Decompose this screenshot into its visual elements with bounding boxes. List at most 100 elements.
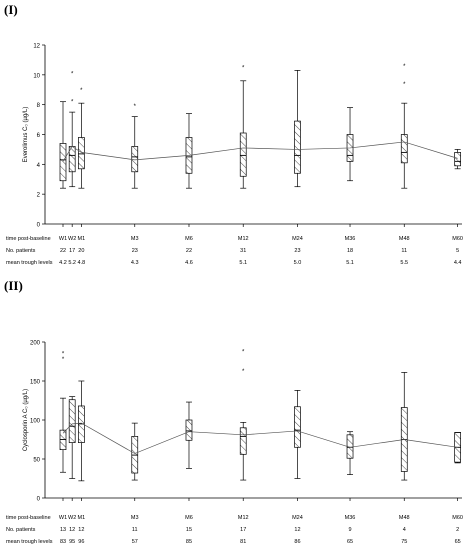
table-cell: 31 [240,248,246,254]
y-tick-label: 150 [30,380,41,386]
table-cell: 83 [60,539,66,545]
box-M12: ** [239,349,247,481]
table-cell: 17 [240,527,246,533]
table-cell: 12 [78,527,84,533]
table-row-label: No. patients [6,527,36,533]
y-tick-label: 12 [33,44,40,50]
table-cell: 65 [347,539,353,545]
table-cell: 22 [60,248,66,254]
y-tick-label: 0 [37,497,41,503]
x-tick-label: W1 [59,515,67,521]
x-tick-label: M1 [78,236,86,242]
box-W1 [59,101,67,189]
x-tick-label: M36 [345,515,356,521]
x-tick-label: M1 [78,515,86,521]
x-tick-label: M6 [185,236,193,242]
table-cell: 85 [186,539,192,545]
time-label: time post-baseline [6,515,51,521]
outlier-point: * [71,100,74,106]
table-cell: 5.2 [68,260,76,266]
box-M3 [131,422,139,481]
box-M24 [294,390,301,479]
y-tick-label: 8 [37,103,41,109]
x-tick-label: M60 [452,236,463,242]
y-tick-label: 6 [37,133,41,139]
x-tick-label: M48 [399,236,410,242]
table-cell: 4.6 [185,260,193,266]
table-cell: 23 [294,248,300,254]
table-cell: 9 [348,527,351,533]
table-cell: 4.3 [131,260,139,266]
x-tick-label: W2 [68,515,76,521]
box-iqr [185,419,193,441]
y-tick-label: 10 [33,73,40,79]
box-W1: ** [59,352,67,473]
x-tick-label: M48 [399,515,410,521]
box-iqr [294,406,301,448]
box-M60 [454,149,462,170]
outlier-point: * [62,352,65,358]
table-cell: 4.2 [59,260,67,266]
table-cell: 5.0 [294,260,302,266]
table-cell: 22 [186,248,192,254]
table-cell: 23 [132,248,138,254]
box-W2 [68,396,76,479]
y-tick-label: 50 [33,458,40,464]
table-cell: 17 [69,248,75,254]
box-M36 [346,431,354,475]
table-cell: 81 [240,539,246,545]
table-cell: 5 [456,248,459,254]
box-M3: * [131,104,139,189]
box-M48 [400,372,408,481]
box-iqr [78,137,85,170]
x-tick-label: M24 [292,236,303,242]
table-cell: 5.5 [400,260,408,266]
table-cell: 12 [294,527,300,533]
outlier-point: * [403,82,406,88]
table-row-label: mean trough levels [6,539,53,545]
box-M1 [78,380,85,482]
box-M6 [185,113,193,189]
box-iqr [454,152,462,167]
x-tick-label: W2 [68,236,76,242]
table-cell: 2 [456,527,459,533]
panel-label-ii: (II) [4,278,23,293]
table-cell: 96 [78,539,84,545]
panel-label-i: (I) [4,2,18,17]
box-iqr [131,146,139,173]
y-axis-label: Cyclosporin A C₀ (µg/L) [23,389,29,451]
table-cell: 57 [132,539,138,545]
outlier-point: * [134,104,137,110]
y-axis-label: Everolimus C₀ (µg/L) [23,107,29,163]
outlier-point: * [403,64,406,70]
box-M12: * [239,65,247,189]
table-row-label: No. patients [6,248,36,254]
y-tick-label: 0 [37,223,41,229]
y-tick-label: 200 [30,341,41,347]
box-W2: ** [68,71,76,188]
x-tick-label: M36 [345,236,356,242]
box-M60 [454,432,462,464]
table-cell: 4.4 [454,260,462,266]
table-cell: 15 [186,527,192,533]
x-tick-label: M3 [131,236,139,242]
box-iqr [400,134,408,164]
table-cell: 5.1 [346,260,354,266]
table-cell: 95 [69,539,75,545]
x-tick-label: M12 [238,236,249,242]
outlier-point: * [62,357,65,363]
x-tick-label: M12 [238,515,249,521]
x-tick-label: M6 [185,515,193,521]
mean-trough-line [62,422,458,454]
table-cell: 4 [403,527,406,533]
y-tick-label: 100 [30,419,41,425]
table-cell: 12 [69,527,75,533]
table-cell: 5.1 [239,260,247,266]
table-cell: 4.8 [78,260,86,266]
x-tick-label: W1 [59,236,67,242]
box-iqr [239,427,247,455]
box-M48: ** [400,64,408,189]
